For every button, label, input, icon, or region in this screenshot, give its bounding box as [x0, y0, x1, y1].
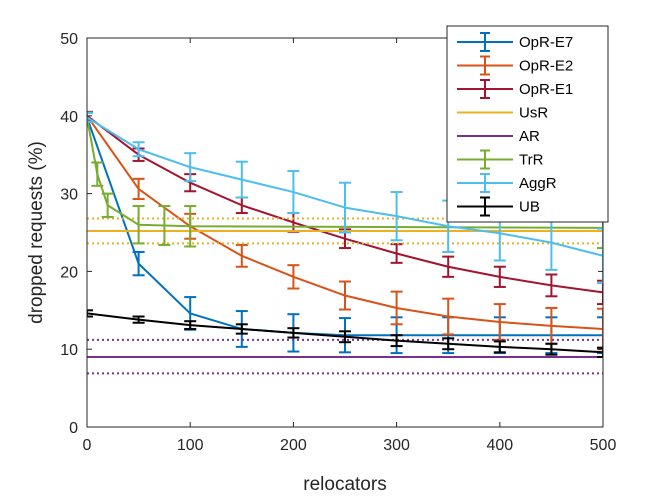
series-ub: [87, 309, 603, 358]
error-bar: [390, 191, 403, 242]
error-bar: [287, 264, 300, 290]
legend-label: AggR: [519, 175, 557, 192]
y-tick-label: 40: [60, 109, 78, 126]
legend-label: AR: [519, 128, 540, 145]
legend-item-ub: UB: [457, 196, 540, 217]
x-tick-label: 300: [383, 437, 410, 454]
legend-item-opr-e1: OpR-E1: [457, 79, 573, 99]
error-bar: [101, 192, 114, 218]
legend-label: OpR-E7: [519, 34, 573, 51]
plot-area: [87, 110, 603, 375]
x-axis-label: relocators: [303, 474, 386, 495]
error-bar: [235, 160, 248, 199]
y-axis-label: dropped requests (%): [26, 141, 47, 324]
error-bar: [132, 141, 145, 158]
legend-box: [446, 25, 609, 223]
error-bar: [184, 152, 197, 183]
error-bar: [132, 177, 145, 201]
error-bar: [442, 255, 455, 278]
legend-label: OpR-E1: [519, 81, 573, 98]
x-tick-label: 200: [280, 437, 307, 454]
error-bar: [235, 243, 248, 268]
error-bar: [545, 273, 558, 298]
legend-item-aggr: AggR: [457, 173, 557, 193]
error-bar: [91, 161, 104, 187]
y-tick-label: 10: [60, 342, 78, 359]
error-bar: [442, 297, 455, 336]
legend-item-usr: UsR: [457, 105, 548, 122]
legend-item-opr-e7: OpR-E7: [457, 32, 573, 52]
y-tick-label: 20: [60, 264, 78, 281]
x-tick-label: 0: [83, 437, 92, 454]
legend-label: UsR: [519, 105, 548, 122]
error-bar: [132, 205, 145, 245]
error-bar: [184, 205, 197, 248]
error-bar: [287, 327, 300, 339]
error-bar: [132, 315, 145, 324]
legend-item-ar: AR: [457, 128, 540, 145]
axes: 0 100 200 300 400 500 0 10 20 30 40 50 relocators dro…: [26, 31, 616, 495]
error-bar: [390, 243, 403, 264]
y-tick-label: 50: [60, 31, 78, 48]
legend-label: UB: [519, 199, 540, 216]
error-bar: [493, 265, 506, 288]
error-bar: [390, 334, 403, 348]
error-bar: [235, 196, 248, 215]
legend-label: OpR-E2: [519, 58, 573, 75]
y-tick-label: 0: [69, 420, 78, 437]
error-bar: [339, 280, 351, 311]
x-tick-label: 100: [177, 437, 204, 454]
legend-item-trr: TrR: [457, 149, 544, 170]
error-bar: [184, 320, 197, 330]
error-bar: [132, 250, 145, 277]
y-tick-label: 30: [60, 187, 78, 204]
error-bar: [493, 340, 506, 354]
error-bar: [339, 181, 351, 234]
series-ar: [87, 338, 603, 375]
error-bar: [390, 290, 403, 326]
x-tick-label: 500: [590, 437, 617, 454]
error-bar: [442, 337, 455, 351]
series-trr: [87, 111, 603, 250]
error-bar: [339, 330, 351, 344]
error-bar: [158, 205, 171, 246]
x-tick-label: 400: [486, 437, 513, 454]
legend-label: TrR: [519, 152, 544, 169]
error-bar: [287, 212, 300, 233]
error-bar: [287, 170, 300, 215]
axes-box: [86, 37, 604, 428]
error-bar: [545, 342, 558, 356]
legend: OpR-E7 OpR-E2 OpR-E1 UsR AR TrR AggR UB: [446, 25, 609, 223]
error-bar: [235, 323, 248, 335]
legend-item-opr-e2: OpR-E2: [457, 55, 573, 76]
